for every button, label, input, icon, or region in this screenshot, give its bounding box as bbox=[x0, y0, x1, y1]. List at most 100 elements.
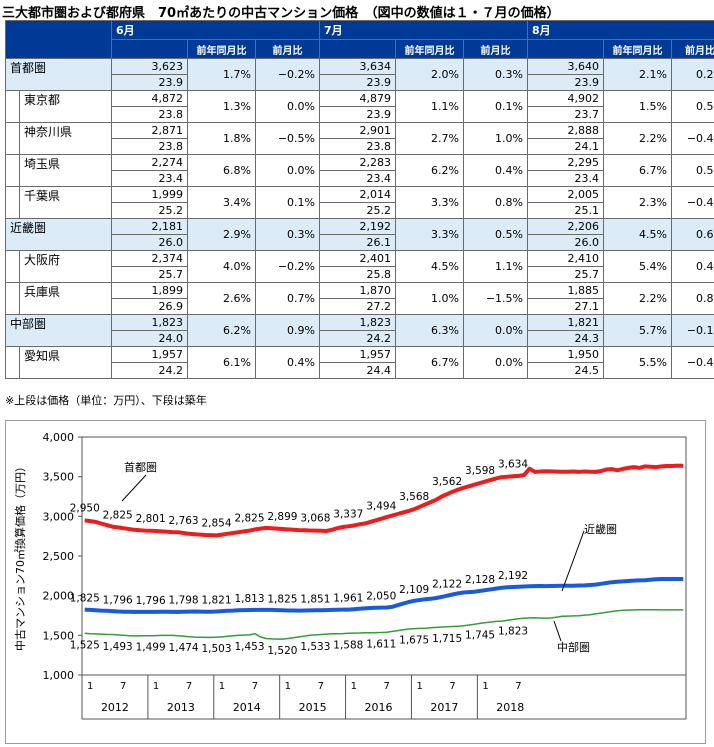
age-cell: 26.0 bbox=[528, 235, 604, 251]
price-cell: 2,283 bbox=[320, 155, 396, 171]
region-name: 兵庫県 bbox=[20, 283, 112, 315]
data-label: 2,763 bbox=[169, 515, 199, 527]
age-cell: 23.7 bbox=[528, 107, 604, 123]
price-cell: 1,899 bbox=[112, 283, 188, 299]
price-cell: 2,401 bbox=[320, 251, 396, 267]
x-tick-label: 7 bbox=[449, 681, 455, 692]
data-label: 3,598 bbox=[465, 465, 495, 477]
yoy-cell: 1.7% bbox=[188, 59, 256, 91]
yoy-cell: 5.5% bbox=[604, 347, 672, 379]
price-cell: 3,634 bbox=[320, 59, 396, 75]
age-cell: 24.3 bbox=[528, 331, 604, 347]
indent-cell bbox=[6, 251, 20, 283]
region-name: 神奈川県 bbox=[20, 123, 112, 155]
series-name-label: 首都圏 bbox=[124, 460, 157, 474]
price-cell: 2,888 bbox=[528, 123, 604, 139]
mom-cell: 0.0% bbox=[256, 155, 320, 187]
mom-subheader: 前月比 bbox=[464, 40, 528, 59]
region-name: 千葉県 bbox=[20, 187, 112, 219]
price-cell: 1,957 bbox=[112, 347, 188, 363]
yoy-cell: 4.5% bbox=[604, 219, 672, 251]
age-cell: 24.5 bbox=[528, 363, 604, 379]
data-label: 1,533 bbox=[300, 641, 330, 653]
age-cell: 24.0 bbox=[112, 331, 188, 347]
yoy-cell: 3.3% bbox=[396, 187, 464, 219]
x-tick-label: 1 bbox=[482, 681, 488, 692]
data-label: 1,588 bbox=[333, 639, 363, 651]
mom-cell: −0.4% bbox=[672, 347, 714, 379]
data-label: 2,801 bbox=[136, 513, 166, 525]
data-label: 2,899 bbox=[267, 511, 297, 523]
data-label: 2,192 bbox=[498, 570, 528, 582]
price-cell: 2,410 bbox=[528, 251, 604, 267]
leader-line bbox=[122, 475, 146, 501]
mom-cell: 0.6% bbox=[672, 219, 714, 251]
yoy-cell: 5.7% bbox=[604, 315, 672, 347]
yoy-cell: 6.3% bbox=[396, 315, 464, 347]
price-cell: 2,901 bbox=[320, 123, 396, 139]
data-label: 2,950 bbox=[70, 502, 100, 514]
yoy-cell: 2.3% bbox=[604, 187, 672, 219]
yoy-cell: 1.1% bbox=[396, 91, 464, 123]
age-cell: 25.2 bbox=[320, 203, 396, 219]
data-label: 1,796 bbox=[103, 595, 133, 607]
leader-line bbox=[554, 621, 561, 641]
data-label: 1,825 bbox=[70, 593, 100, 605]
mom-cell: 0.0% bbox=[256, 91, 320, 123]
price-cell: 2,181 bbox=[112, 219, 188, 235]
age-cell: 23.8 bbox=[112, 139, 188, 155]
y-tick-label: 3,500 bbox=[43, 471, 75, 484]
data-label: 1,453 bbox=[234, 641, 264, 653]
price-subheader bbox=[320, 40, 396, 59]
yoy-cell: 2.0% bbox=[396, 59, 464, 91]
age-cell: 24.4 bbox=[320, 363, 396, 379]
mom-cell: 0.3% bbox=[256, 219, 320, 251]
price-cell: 2,206 bbox=[528, 219, 604, 235]
region-name: 埼玉県 bbox=[20, 155, 112, 187]
mom-cell: 0.4% bbox=[672, 251, 714, 283]
price-subheader bbox=[112, 40, 188, 59]
data-label: 1,499 bbox=[136, 642, 166, 654]
yoy-cell: 5.4% bbox=[604, 251, 672, 283]
yoy-cell: 2.2% bbox=[604, 123, 672, 155]
year-label: 2017 bbox=[430, 701, 458, 714]
age-cell: 24.2 bbox=[320, 331, 396, 347]
mom-cell: −0.5% bbox=[256, 123, 320, 155]
price-cell: 1,999 bbox=[112, 187, 188, 203]
yoy-cell: 1.3% bbox=[188, 91, 256, 123]
x-tick-label: 1 bbox=[416, 681, 422, 692]
mom-subheader: 前月比 bbox=[672, 40, 714, 59]
year-label: 2013 bbox=[167, 701, 195, 714]
data-label: 1,715 bbox=[432, 633, 462, 645]
indent-cell bbox=[6, 123, 20, 155]
data-label: 3,634 bbox=[498, 458, 528, 470]
age-cell: 27.2 bbox=[320, 299, 396, 315]
price-cell: 1,823 bbox=[112, 315, 188, 331]
price-cell: 1,885 bbox=[528, 283, 604, 299]
mom-cell: −0.4% bbox=[672, 187, 714, 219]
price-cell: 4,872 bbox=[112, 91, 188, 107]
data-label: 1,493 bbox=[103, 641, 133, 653]
data-label: 2,825 bbox=[103, 509, 133, 521]
data-label: 1,611 bbox=[366, 638, 396, 650]
mom-cell: 0.5% bbox=[672, 91, 714, 123]
month-header-1: 6月 bbox=[112, 21, 320, 40]
x-tick-label: 7 bbox=[318, 681, 324, 692]
mom-cell: 0.0% bbox=[464, 347, 528, 379]
yoy-subheader: 前年同月比 bbox=[188, 40, 256, 59]
y-tick-label: 4,000 bbox=[43, 431, 75, 444]
price-cell: 3,623 bbox=[112, 59, 188, 75]
x-tick-label: 7 bbox=[252, 681, 258, 692]
price-cell: 2,005 bbox=[528, 187, 604, 203]
mom-cell: 0.8% bbox=[464, 187, 528, 219]
age-cell: 26.0 bbox=[112, 235, 188, 251]
age-cell: 23.9 bbox=[112, 75, 188, 91]
data-label: 2,122 bbox=[432, 579, 462, 591]
region-name: 中部圏 bbox=[6, 315, 112, 347]
